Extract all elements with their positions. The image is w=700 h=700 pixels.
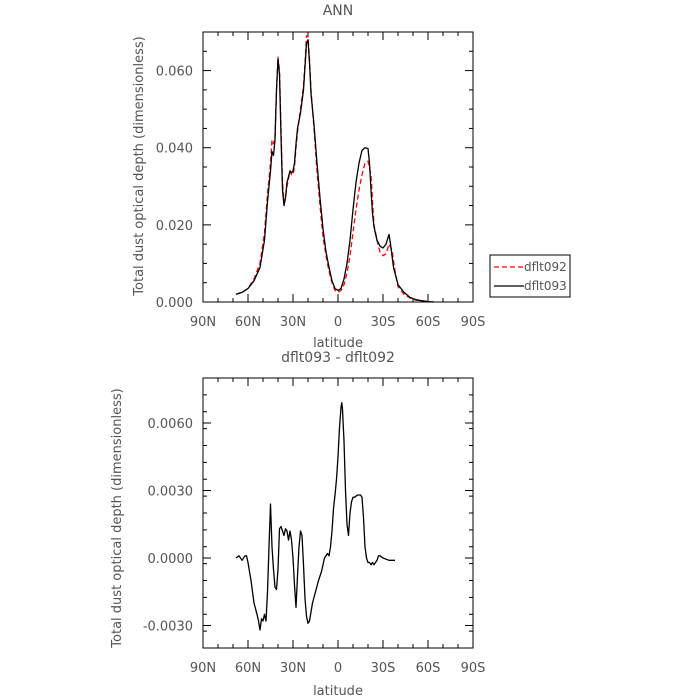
top-panel: ANN Total dust optical depth (dimensionl… — [132, 3, 571, 351]
top-panel-title: ANN — [323, 3, 354, 19]
bottom-ytick-label: 0.0030 — [148, 485, 194, 500]
bottom-panel-xlabel: latitude — [313, 684, 363, 699]
bottom-xtick-label: 90S — [461, 661, 486, 676]
bottom-series-difference — [235, 402, 395, 631]
bottom-xtick-label: 30N — [280, 661, 306, 676]
bottom-ytick-label: 0.0000 — [148, 552, 194, 567]
top-series-dflt092 — [235, 35, 435, 303]
bottom-xtick-label: 60N — [235, 661, 261, 676]
top-xtick-label: 90N — [190, 315, 216, 330]
bottom-panel-frame — [202, 377, 474, 649]
top-xtick-label: 0 — [334, 315, 342, 330]
legend-label-dflt093: dflt093 — [524, 279, 567, 293]
legend: dflt092 dflt093 — [489, 254, 571, 298]
top-xtick-label: 30S — [371, 315, 396, 330]
legend-label-dflt092: dflt092 — [524, 260, 567, 274]
top-ytick-label: 0.000 — [156, 296, 193, 311]
top-panel-frame — [202, 31, 474, 303]
top-ytick-label: 0.060 — [156, 65, 193, 80]
bottom-xtick-label: 90N — [190, 661, 216, 676]
top-panel-xlabel: latitude — [313, 336, 363, 351]
top-ytick-label: 0.040 — [156, 142, 193, 157]
bottom-xtick-label: 60S — [416, 661, 441, 676]
top-xtick-label: 60N — [235, 315, 261, 330]
top-ytick-label: 0.020 — [156, 219, 193, 234]
bottom-xtick-label: 30S — [371, 661, 396, 676]
top-series-dflt093 — [235, 39, 435, 303]
bottom-ytick-label: -0.0030 — [143, 620, 193, 635]
legend-box — [489, 254, 571, 298]
top-panel-ylabel: Total dust optical depth (dimensionless) — [132, 36, 147, 296]
bottom-xtick-label: 0 — [334, 661, 342, 676]
top-xtick-label: 60S — [416, 315, 441, 330]
bottom-panel-ylabel: Total dust optical depth (dimensionless) — [110, 388, 125, 648]
bottom-ytick-label: 0.0060 — [148, 417, 194, 432]
bottom-panel: dflt093 - dflt092 Total dust optical dep… — [110, 350, 485, 699]
bottom-panel-title: dflt093 - dflt092 — [281, 350, 395, 366]
top-xtick-label: 90S — [461, 315, 486, 330]
top-xtick-label: 30N — [280, 315, 306, 330]
